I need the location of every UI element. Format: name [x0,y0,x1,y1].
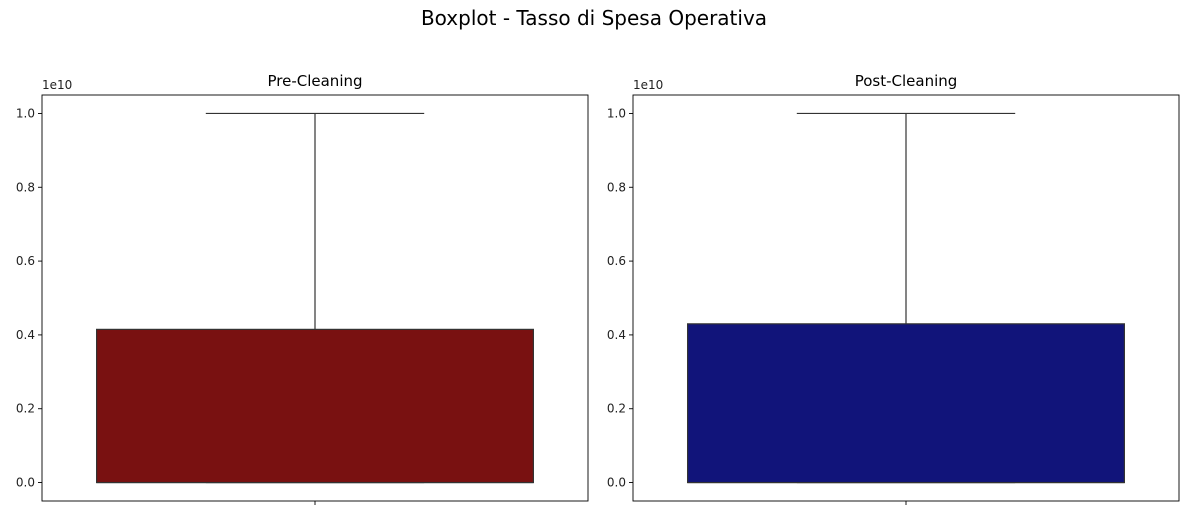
y-tick-label: 1.0 [607,106,626,120]
y-tick-label: 0.4 [607,328,626,342]
axis-offset-label: 1e10 [633,78,663,92]
axis-offset-label: 1e10 [42,78,72,92]
y-tick-label: 0.8 [16,180,35,194]
y-tick-label: 0.6 [16,254,35,268]
y-tick-label: 0.6 [607,254,626,268]
box [95,328,534,484]
panel-2: Post-Cleaning 1e10 0.0 0.2 0.4 0.6 0.8 1.0 [607,72,1180,505]
subplot-title: Pre-Cleaning [267,72,362,90]
panel-1: Pre-Cleaning 1e10 0.0 0.2 0.4 0.6 0.8 1.0 [16,72,589,505]
figure-title: Boxplot - Tasso di Spesa Operativa [421,6,767,30]
y-tick-label: 0.0 [607,476,626,490]
y-tick-label: 0.4 [16,328,35,342]
subplot-title: Post-Cleaning [855,72,958,90]
y-tick-label: 0.2 [607,402,626,416]
y-tick-label: 0.8 [607,180,626,194]
y-tick-label: 0.2 [16,402,35,416]
box [686,323,1125,484]
y-tick-label: 0.0 [16,476,35,490]
y-tick-label: 1.0 [16,106,35,120]
panels: Pre-Cleaning1e100.00.20.40.60.81.0Post-C… [16,72,1180,505]
